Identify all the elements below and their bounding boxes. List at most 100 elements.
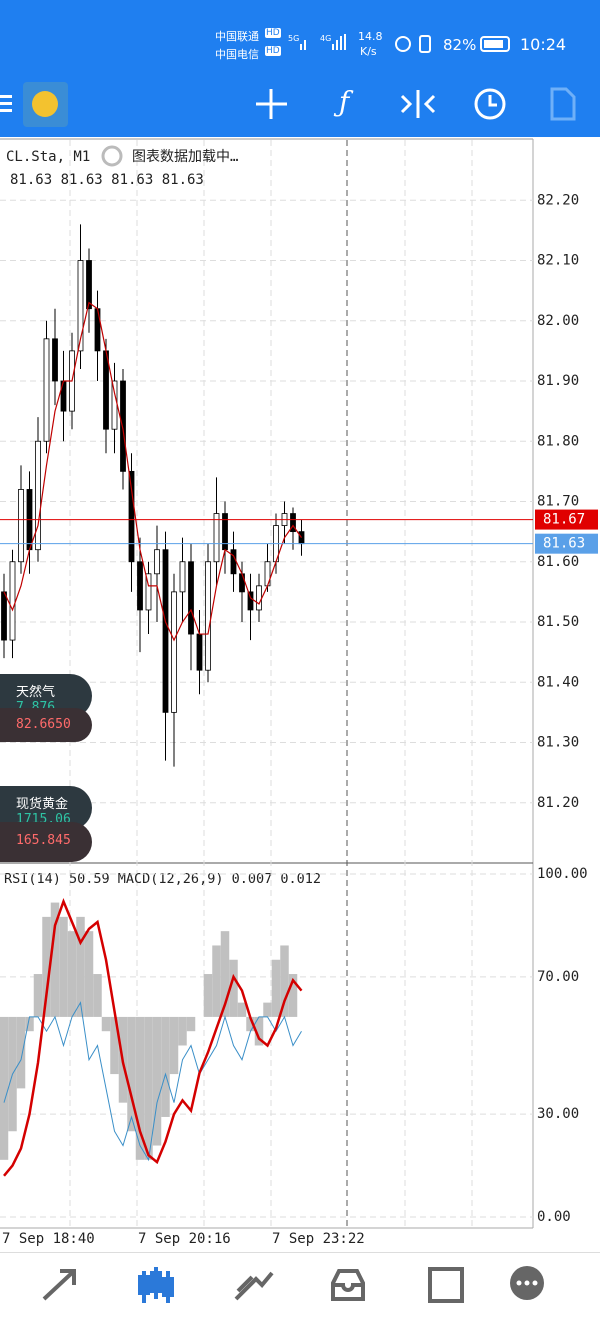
candle-body — [162, 549, 169, 713]
y-tick-label: 81.90 — [537, 373, 579, 389]
histogram-bar — [263, 1002, 272, 1017]
candle-body — [77, 260, 84, 352]
loading-spinner — [101, 145, 123, 167]
histogram-bar — [16, 1016, 26, 1089]
histogram-bar — [50, 902, 60, 1017]
nav-history[interactable] — [331, 1269, 365, 1301]
histogram-bar — [101, 1016, 111, 1032]
carrier: 中国电信 — [215, 48, 259, 61]
candle-body — [52, 338, 58, 382]
candle-body — [35, 440, 41, 551]
chart: CL.Sta, M1 图表数据加载中… 81.63 81.63 81.63 81… — [0, 138, 598, 1247]
histogram-bar — [246, 1016, 255, 1032]
histogram-bar — [254, 1016, 264, 1046]
battery-icon — [480, 36, 510, 52]
y-tick-label: 82.20 — [537, 192, 579, 208]
candle-body — [256, 585, 262, 611]
symbol-button[interactable] — [400, 90, 436, 118]
menu-button[interactable] — [0, 95, 12, 112]
nav-quotes[interactable] — [42, 1269, 76, 1301]
speed: 14.8 — [358, 30, 383, 43]
histogram-bar — [135, 1016, 145, 1160]
candle-body — [188, 561, 194, 635]
carrier: 中国联通 — [215, 30, 259, 43]
candle-body — [239, 573, 245, 593]
price-tag — [535, 509, 598, 530]
vibrate-icon — [419, 35, 431, 53]
candle-body — [154, 549, 160, 575]
histogram-bar — [33, 974, 43, 1017]
histogram-bar — [0, 1016, 9, 1160]
y-tick-label: 30.00 — [537, 1106, 579, 1122]
period-button[interactable] — [474, 88, 506, 120]
candle-body — [1, 591, 7, 641]
x-tick-label: 7 Sep 20:16 — [138, 1231, 231, 1247]
y-tick-label: 81.70 — [537, 494, 579, 510]
nav-chart[interactable] — [138, 1267, 174, 1303]
price-tag-label: 81.67 — [543, 512, 585, 528]
network: 4G — [320, 34, 332, 43]
header: 中国联通 HD 中国电信 HD 5G 4G 14.8 K/s 82% 10:24… — [0, 0, 600, 137]
candle-body — [179, 561, 186, 593]
network: 5G — [288, 34, 300, 43]
histogram-bar — [178, 1016, 187, 1046]
candle-body — [213, 513, 220, 563]
candle-body — [137, 561, 143, 611]
y-tick-label: 81.60 — [537, 554, 579, 570]
histogram-bar — [229, 959, 238, 1017]
price-tag-label: 81.63 — [543, 536, 585, 552]
candle-body — [247, 591, 254, 611]
indicator-title: RSI(14) 50.59 MACD(12,26,9) 0.007 0.012 — [4, 871, 321, 887]
histogram-bar — [280, 945, 289, 1017]
y-tick-label: 81.40 — [537, 674, 579, 690]
line — [3, 1001, 302, 1162]
histogram-bar — [237, 1002, 247, 1017]
y-tick-label: 0.00 — [537, 1209, 571, 1225]
histogram-bar — [67, 931, 77, 1017]
candle-body — [43, 338, 50, 442]
histogram-bar — [152, 1016, 162, 1146]
y-tick-label: 81.20 — [537, 795, 579, 811]
histogram-bar — [288, 974, 298, 1017]
histogram-bar — [93, 974, 102, 1017]
candle-body — [18, 489, 24, 563]
histogram-bar — [203, 974, 213, 1017]
histogram-bar — [84, 931, 94, 1017]
histogram-bar — [169, 1016, 179, 1075]
candle-body — [205, 561, 211, 671]
watch-name: 现货黄金 — [16, 797, 69, 812]
new-order-button[interactable] — [550, 87, 576, 121]
nav-trade[interactable] — [234, 1271, 274, 1301]
clock: 10:24 — [520, 35, 567, 54]
watch-widget-ask[interactable]: 165.845 — [0, 822, 92, 862]
indicator-button[interactable]: ƒ — [333, 86, 354, 119]
x-tick-label: 7 Sep 23:22 — [272, 1231, 365, 1247]
histogram-bar — [212, 945, 221, 1017]
candle-body — [103, 350, 109, 430]
histogram-bar — [110, 1016, 119, 1075]
candle-body — [9, 561, 16, 641]
candle-body — [230, 549, 237, 575]
price-tag — [535, 533, 598, 554]
candle-body — [111, 380, 118, 430]
symbol: CL.Sta, M1 — [6, 149, 90, 165]
y-tick-label: 70.00 — [537, 969, 579, 985]
nav-news[interactable] — [428, 1267, 464, 1303]
period-hand — [488, 95, 497, 107]
y-tick-label: 81.30 — [537, 735, 579, 751]
y-tick-label: 81.50 — [537, 614, 579, 630]
histogram-bar — [76, 916, 85, 1017]
line — [3, 897, 303, 1177]
candle-body — [222, 513, 228, 551]
candle-body — [196, 633, 203, 671]
speed-unit: K/s — [360, 45, 377, 58]
app-logo-mark — [32, 91, 58, 117]
histogram-bar — [144, 1016, 153, 1160]
histogram-bar — [271, 959, 281, 1017]
histogram-bar — [220, 931, 230, 1017]
crosshair-button[interactable] — [256, 89, 287, 119]
nav-icons — [42, 1266, 544, 1303]
quote: 81.63 81.63 81.63 81.63 — [10, 172, 204, 188]
watch-widget-ask[interactable]: 82.6650 — [0, 708, 92, 742]
